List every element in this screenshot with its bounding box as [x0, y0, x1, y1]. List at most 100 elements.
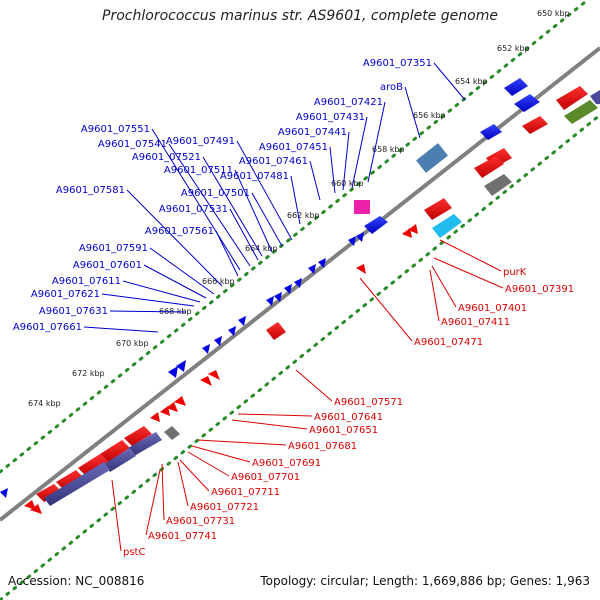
gene-feature[interactable] [78, 454, 108, 476]
forward-gene-label[interactable]: A9601_07351 [363, 58, 432, 69]
gene-feature[interactable] [294, 278, 302, 288]
forward-gene-label[interactable]: A9601_07501 [181, 188, 250, 199]
forward-gene-label[interactable]: A9601_07461 [239, 156, 308, 167]
gene-feature[interactable] [274, 292, 282, 302]
gene-feature[interactable] [356, 232, 364, 242]
gene-feature[interactable] [424, 198, 452, 220]
leader-line [168, 143, 251, 267]
forward-gene-label[interactable]: A9601_07421 [314, 97, 383, 108]
gene-feature[interactable] [0, 488, 8, 498]
leader-line [431, 265, 457, 308]
gene-feature[interactable] [176, 360, 186, 372]
leader-line [202, 156, 263, 257]
reverse-gene-label[interactable]: A9601_07571 [334, 397, 403, 408]
gene-feature[interactable] [24, 500, 36, 510]
reverse-gene-label[interactable]: A9601_07701 [231, 472, 300, 483]
gene-feature[interactable] [408, 224, 418, 234]
reverse-gene-label[interactable]: pstC [123, 547, 145, 558]
forward-gene-label[interactable]: aroB [380, 82, 403, 93]
leader-line [83, 326, 159, 333]
gene-feature[interactable] [30, 504, 42, 514]
forward-gene-label[interactable]: A9601_07561 [145, 226, 214, 237]
leader-line [439, 239, 502, 272]
gene-feature[interactable] [356, 264, 366, 274]
gene-feature[interactable] [308, 264, 316, 274]
gene-feature[interactable] [164, 426, 180, 440]
gene-feature[interactable] [150, 412, 160, 422]
gene-feature[interactable] [100, 440, 130, 462]
forward-gene-label[interactable]: A9601_07431 [296, 112, 365, 123]
leader-line [236, 140, 293, 241]
gene-feature[interactable] [522, 116, 548, 134]
reverse-gene-label[interactable]: A9601_07681 [288, 441, 357, 452]
gene-feature[interactable] [214, 336, 222, 346]
forward-gene-label[interactable]: A9601_07601 [73, 260, 142, 271]
reverse-gene-label[interactable]: A9601_07691 [252, 458, 321, 469]
gene-feature[interactable] [36, 484, 62, 502]
gene-feature[interactable] [168, 366, 178, 378]
gene-feature[interactable] [124, 426, 152, 446]
gene-feature[interactable] [202, 344, 210, 354]
gene-feature[interactable] [348, 236, 356, 246]
reverse-gene-label[interactable]: A9601_07711 [211, 487, 280, 498]
gene-feature[interactable] [200, 376, 212, 386]
reverse-gene-label[interactable]: A9601_07391 [505, 284, 574, 295]
forward-gene-label[interactable]: A9601_07441 [278, 127, 347, 138]
forward-gene-label[interactable]: A9601_07631 [39, 306, 108, 317]
gene-feature[interactable] [174, 396, 186, 406]
forward-gene-label[interactable]: A9601_07511 [164, 165, 233, 176]
forward-gene-label[interactable]: A9601_07621 [31, 289, 100, 300]
leader-line [187, 451, 230, 477]
forward-gene-label[interactable]: A9601_07451 [259, 142, 328, 153]
gene-feature[interactable] [484, 174, 512, 196]
gene-feature[interactable] [104, 448, 136, 472]
leader-line [126, 189, 223, 287]
gene-feature[interactable] [208, 370, 220, 380]
gene-feature[interactable] [564, 100, 598, 124]
gene-feature[interactable] [416, 143, 448, 173]
reverse-gene-label[interactable]: A9601_07471 [414, 337, 483, 348]
gene-feature[interactable] [590, 90, 600, 104]
forward-gene-label[interactable]: A9601_07531 [159, 204, 228, 215]
gene-feature[interactable] [160, 406, 170, 416]
gene-feature[interactable] [474, 156, 504, 178]
reverse-gene-label[interactable]: A9601_07721 [190, 502, 259, 513]
reverse-gene-label[interactable]: purK [503, 267, 527, 278]
reverse-gene-label[interactable]: A9601_07401 [458, 303, 527, 314]
gene-feature[interactable] [364, 216, 388, 234]
gene-feature[interactable] [284, 284, 292, 294]
forward-gene-label[interactable]: A9601_07491 [166, 136, 235, 147]
tick-label: 672 kbp [72, 369, 105, 378]
gene-feature[interactable] [514, 94, 540, 112]
gene-feature[interactable] [56, 470, 84, 490]
gene-feature[interactable] [266, 322, 286, 340]
reverse-gene-label[interactable]: A9601_07411 [441, 317, 510, 328]
gene-feature[interactable] [128, 432, 162, 456]
forward-gene-label[interactable]: A9601_07541 [98, 139, 167, 150]
forward-gene-label[interactable]: A9601_07591 [79, 243, 148, 254]
gene-feature[interactable] [44, 462, 110, 506]
reverse-gene-label[interactable]: A9601_07731 [166, 516, 235, 527]
forward-gene-label[interactable]: A9601_07581 [56, 185, 125, 196]
forward-gene-label[interactable]: A9601_07611 [52, 276, 121, 287]
forward-gene-label[interactable]: A9601_07521 [132, 152, 201, 163]
gene-feature[interactable] [318, 258, 326, 268]
tick-label: 662 kbp [287, 211, 320, 220]
leader-line [429, 269, 440, 322]
reverse-gene-label[interactable]: A9601_07741 [148, 531, 217, 542]
reverse-gene-label[interactable]: A9601_07651 [309, 425, 378, 436]
gene-feature[interactable] [354, 200, 370, 214]
tick-label: 674 kbp [28, 399, 61, 408]
gene-feature[interactable] [166, 402, 178, 412]
forward-gene-label[interactable]: A9601_07551 [81, 124, 150, 135]
reverse-gene-label[interactable]: A9601_07641 [314, 412, 383, 423]
forward-gene-label[interactable]: A9601_07481 [220, 171, 289, 182]
gene-feature[interactable] [432, 214, 462, 238]
gene-feature[interactable] [238, 316, 246, 326]
gene-feature[interactable] [556, 86, 588, 110]
gene-feature[interactable] [504, 78, 528, 96]
gene-feature[interactable] [228, 326, 236, 336]
gene-feature[interactable] [480, 124, 502, 140]
gene-feature[interactable] [266, 296, 274, 306]
forward-gene-label[interactable]: A9601_07661 [13, 322, 82, 333]
